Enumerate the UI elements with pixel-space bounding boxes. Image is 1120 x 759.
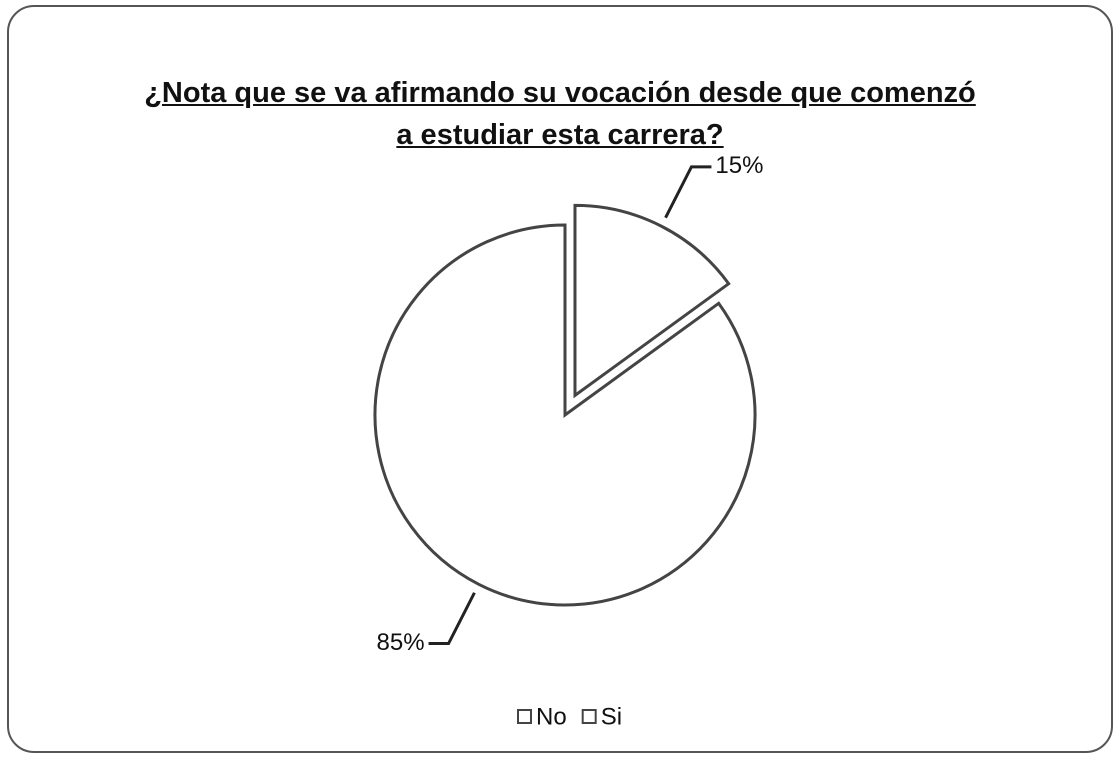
legend-label: Si bbox=[601, 703, 622, 730]
data-label: 85% bbox=[377, 629, 425, 656]
leader-line bbox=[428, 592, 476, 646]
leader-line bbox=[664, 165, 712, 219]
legend-swatch bbox=[581, 709, 597, 724]
legend-label: No bbox=[536, 703, 567, 730]
data-label: 15% bbox=[715, 152, 763, 179]
pie-slice bbox=[373, 223, 757, 607]
chart-border bbox=[7, 5, 1113, 753]
legend-swatch bbox=[517, 709, 532, 724]
pie-slice bbox=[573, 203, 731, 399]
chart-title: ¿Nota que se va afirmando su vocación de… bbox=[144, 77, 976, 151]
